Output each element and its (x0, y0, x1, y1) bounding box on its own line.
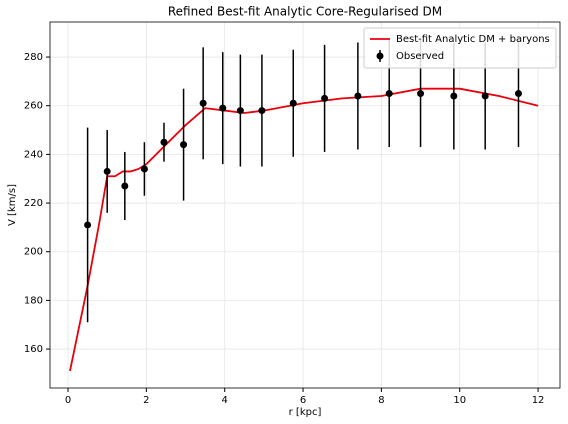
legend-swatch (376, 52, 384, 60)
data-point (258, 107, 266, 115)
legend-label: Best-fit Analytic DM + baryons (396, 34, 550, 45)
data-point (236, 107, 244, 115)
data-point (140, 165, 148, 173)
data-point (514, 90, 522, 98)
data-point (199, 99, 207, 107)
plot-frame (49, 21, 561, 389)
data-point (385, 90, 393, 98)
data-point (289, 99, 297, 107)
x-tick-label: 10 (453, 395, 466, 406)
y-tick-label: 200 (24, 247, 43, 258)
data-point (321, 94, 329, 102)
x-tick-label: 6 (300, 395, 306, 406)
data-point (103, 167, 111, 175)
data-point (417, 90, 425, 98)
x-tick-label: 4 (222, 395, 228, 406)
y-tick-label: 160 (24, 344, 43, 355)
x-axis-label: r [kpc] (289, 407, 322, 418)
chart-title: Refined Best-fit Analytic Core-Regularis… (168, 5, 442, 19)
x-tick-label: 0 (65, 395, 71, 406)
y-tick-label: 240 (24, 149, 43, 160)
y-tick-label: 220 (24, 198, 43, 209)
x-tick-label: 12 (532, 395, 545, 406)
data-point (481, 92, 489, 100)
data-point (121, 182, 129, 190)
data-point (84, 221, 92, 229)
y-tick-label: 260 (24, 101, 43, 112)
y-tick-label: 180 (24, 295, 43, 306)
data-point (354, 92, 362, 100)
data-point (180, 141, 188, 149)
y-axis-label: V [km/s] (7, 184, 18, 226)
data-point (450, 92, 458, 100)
x-tick-label: 2 (143, 395, 149, 406)
x-tick-label: 8 (378, 395, 384, 406)
y-tick-label: 280 (24, 52, 43, 63)
legend-label: Observed (396, 51, 444, 62)
legend-box (363, 27, 557, 69)
data-point (219, 104, 227, 112)
model-line (69, 87, 539, 372)
data-point (160, 138, 168, 146)
